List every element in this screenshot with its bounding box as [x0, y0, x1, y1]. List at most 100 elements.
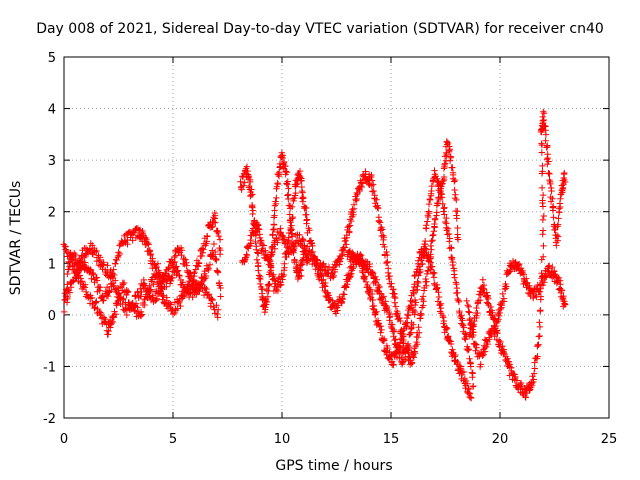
data-point-marker — [411, 272, 418, 280]
data-point-marker — [366, 260, 373, 268]
data-point-marker — [115, 290, 123, 297]
data-point-marker — [346, 228, 353, 235]
data-point-marker — [288, 203, 296, 211]
data-point-marker — [549, 207, 557, 214]
data-point-marker — [443, 325, 451, 332]
data-point-marker — [473, 304, 480, 312]
data-point-marker — [415, 263, 423, 270]
data-point-marker — [238, 183, 245, 190]
data-point-marker — [407, 329, 415, 336]
data-point-marker — [540, 279, 548, 286]
data-point-marker — [67, 284, 75, 291]
data-point-marker — [72, 251, 79, 259]
data-point-marker — [376, 219, 384, 226]
data-point-marker — [447, 154, 455, 161]
data-point-marker — [498, 304, 505, 311]
x-tick-label: 0 — [60, 432, 68, 447]
data-point-marker — [73, 267, 80, 275]
data-point-marker — [534, 353, 541, 360]
data-point-marker — [277, 282, 284, 289]
data-point-marker — [550, 214, 557, 221]
data-point-marker — [435, 179, 442, 186]
data-point-marker — [445, 230, 453, 238]
data-point-marker — [298, 177, 305, 185]
data-point-marker — [82, 288, 90, 296]
data-point-marker — [414, 334, 422, 341]
data-point-marker — [206, 261, 214, 268]
data-point-marker — [385, 275, 393, 283]
data-point-marker — [253, 242, 260, 250]
data-point-marker — [406, 305, 414, 312]
data-point-marker — [135, 227, 143, 234]
data-point-marker — [158, 284, 165, 292]
data-point-marker — [424, 213, 432, 221]
data-point-marker — [474, 309, 481, 317]
data-point-marker — [433, 175, 441, 182]
data-point-marker — [214, 310, 221, 318]
data-point-marker — [471, 340, 479, 347]
data-point-marker — [216, 251, 224, 258]
data-point-marker — [465, 308, 472, 315]
data-point-marker — [271, 277, 278, 284]
data-point-marker — [537, 293, 545, 300]
data-point-marker — [553, 242, 560, 249]
data-point-marker — [289, 195, 297, 202]
data-point-marker — [407, 302, 415, 309]
data-point-marker — [116, 250, 123, 258]
data-point-marker — [349, 249, 356, 256]
data-point-marker — [443, 138, 450, 145]
data-point-marker — [249, 191, 256, 198]
data-point-marker — [96, 287, 103, 294]
data-point-marker — [189, 293, 196, 301]
data-point-marker — [496, 309, 503, 317]
data-point-marker — [438, 180, 446, 188]
data-points — [60, 108, 569, 402]
data-point-marker — [383, 349, 391, 356]
data-point-marker — [441, 218, 449, 226]
data-point-marker — [431, 280, 438, 287]
data-point-marker — [466, 390, 474, 397]
data-point-marker — [454, 236, 462, 243]
data-point-marker — [284, 178, 292, 185]
data-point-marker — [367, 286, 374, 293]
data-point-marker — [392, 336, 399, 343]
data-point-marker — [540, 242, 547, 250]
y-tick-label: 1 — [48, 257, 56, 272]
data-point-marker — [531, 365, 538, 372]
data-point-marker — [243, 251, 250, 258]
data-point-marker — [412, 299, 420, 306]
data-point-marker — [396, 314, 403, 322]
data-point-marker — [66, 289, 74, 296]
data-point-marker — [457, 363, 464, 370]
data-point-marker — [424, 218, 431, 225]
data-point-marker — [386, 317, 393, 324]
data-point-marker — [292, 189, 299, 197]
data-point-marker — [275, 234, 283, 242]
data-point-marker — [364, 281, 371, 289]
data-point-marker — [212, 219, 219, 226]
data-point-marker — [308, 239, 315, 247]
data-point-marker — [359, 265, 367, 272]
data-point-marker — [408, 298, 416, 305]
data-point-marker — [542, 137, 549, 144]
data-point-marker — [255, 267, 262, 274]
data-point-marker — [338, 252, 346, 259]
data-point-marker — [538, 256, 545, 263]
data-point-marker — [283, 169, 291, 176]
data-point-marker — [473, 344, 480, 351]
data-point-marker — [463, 297, 470, 305]
data-point-marker — [264, 293, 272, 300]
data-point-marker — [212, 248, 219, 256]
data-point-marker — [339, 295, 346, 302]
data-point-marker — [451, 186, 458, 194]
data-point-marker — [441, 153, 449, 160]
data-point-marker — [284, 181, 291, 188]
data-point-marker — [462, 336, 469, 343]
data-point-marker — [214, 268, 221, 275]
data-point-marker — [342, 237, 349, 244]
data-point-marker — [153, 263, 160, 271]
data-point-marker — [298, 272, 305, 280]
data-point-marker — [377, 323, 384, 330]
data-point-marker — [277, 229, 284, 236]
